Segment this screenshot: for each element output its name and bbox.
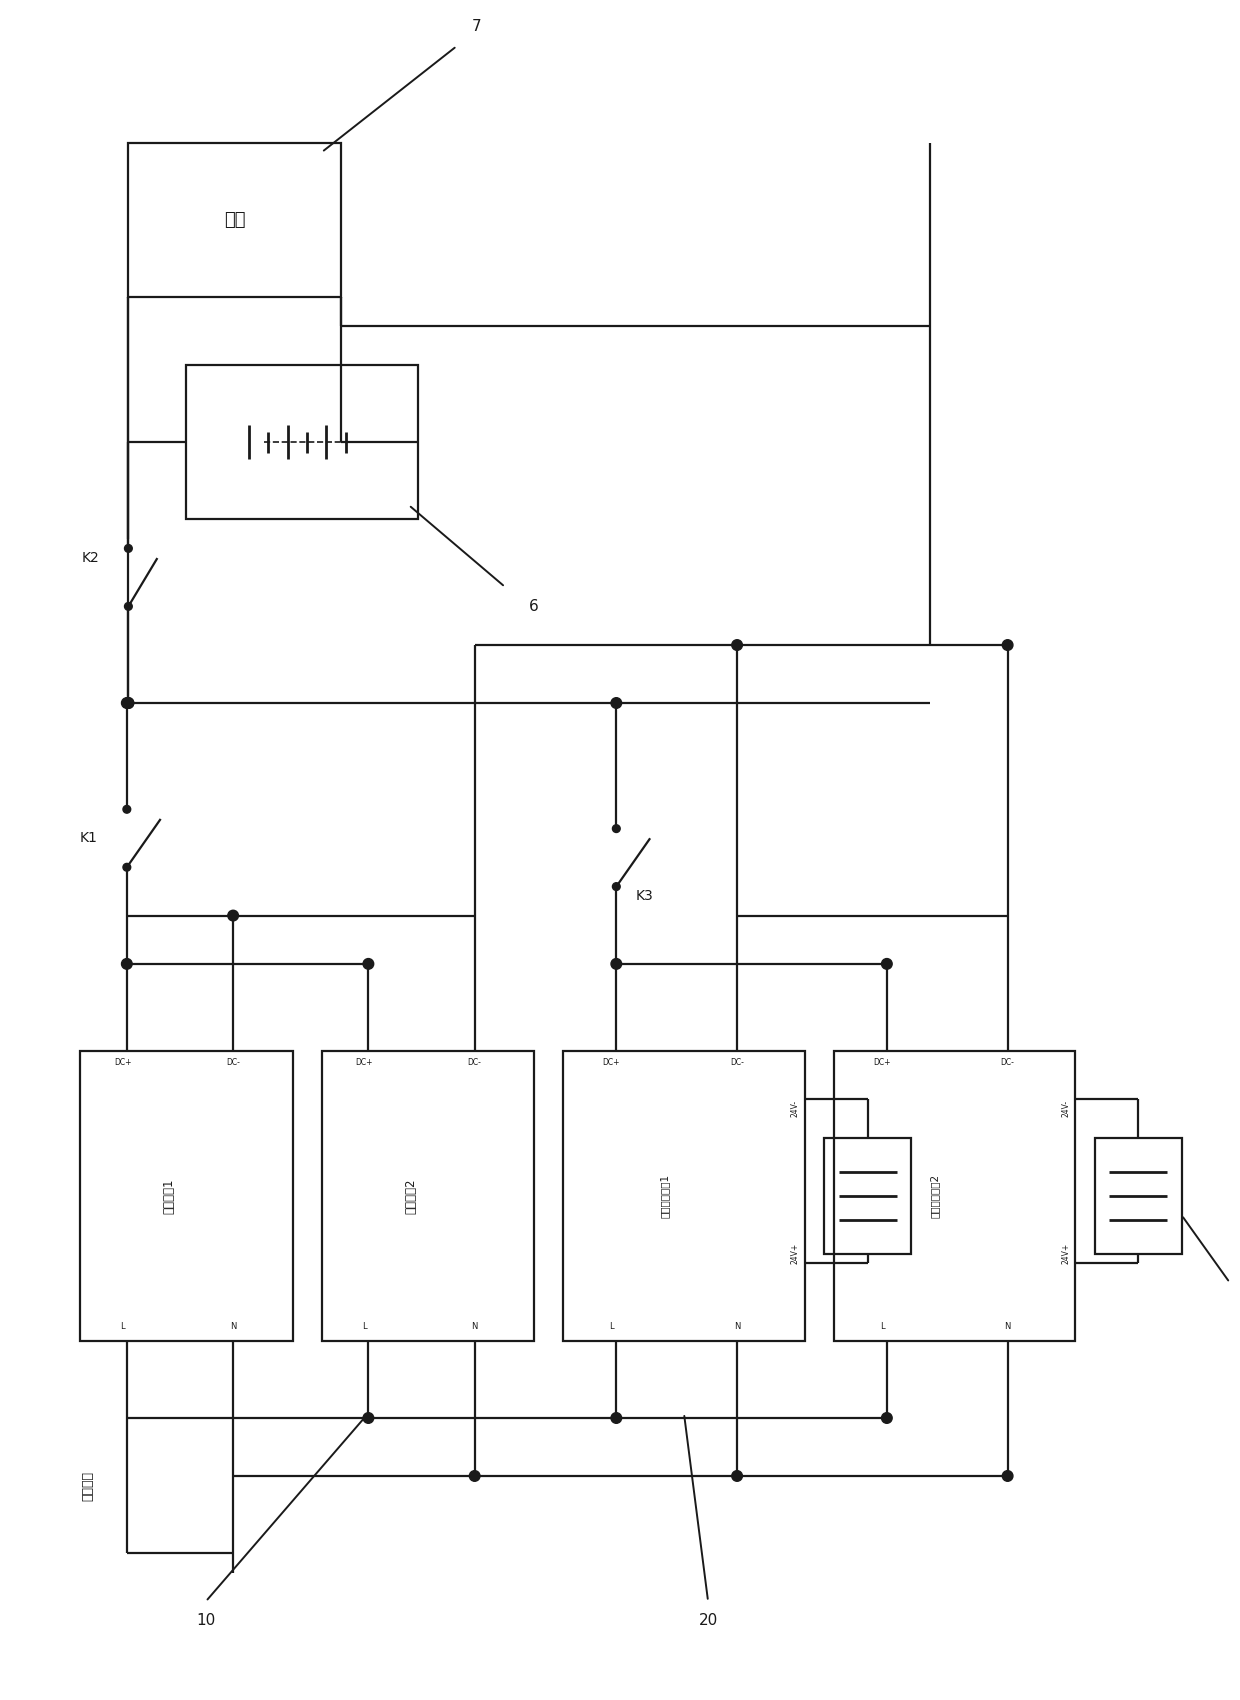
Circle shape: [613, 882, 620, 891]
Text: 交流输入: 交流输入: [82, 1470, 94, 1501]
Circle shape: [123, 806, 130, 813]
Text: 负载: 负载: [224, 211, 246, 230]
Circle shape: [1002, 639, 1013, 651]
Text: DC+: DC+: [114, 1057, 131, 1068]
Text: N: N: [734, 1321, 740, 1331]
Bar: [833, 1051, 1075, 1341]
Text: 20: 20: [698, 1613, 718, 1629]
Text: N: N: [229, 1321, 237, 1331]
Text: 10: 10: [196, 1613, 216, 1629]
Text: 现有模块2: 现有模块2: [404, 1178, 418, 1214]
Bar: [81, 1051, 293, 1341]
Bar: [825, 1137, 911, 1253]
Circle shape: [613, 824, 620, 833]
Text: N: N: [471, 1321, 477, 1331]
Text: 7: 7: [471, 19, 481, 34]
Text: K2: K2: [82, 551, 99, 564]
Text: 24V-: 24V-: [791, 1100, 800, 1117]
Circle shape: [122, 697, 133, 709]
Circle shape: [124, 544, 133, 552]
Circle shape: [732, 639, 743, 651]
Text: DC+: DC+: [603, 1057, 620, 1068]
Circle shape: [124, 602, 133, 610]
Circle shape: [882, 959, 892, 969]
Circle shape: [123, 864, 130, 870]
Text: 24V+: 24V+: [791, 1243, 800, 1265]
Circle shape: [732, 1470, 743, 1481]
Text: DC-: DC-: [730, 1057, 744, 1068]
Bar: [563, 1051, 805, 1341]
Bar: [186, 366, 418, 520]
Circle shape: [1002, 1470, 1013, 1481]
Text: 6: 6: [529, 598, 539, 614]
Bar: [321, 1051, 534, 1341]
Circle shape: [363, 1413, 373, 1423]
Circle shape: [611, 959, 621, 969]
Text: 并联充电模块1: 并联充电模块1: [660, 1173, 670, 1217]
Text: N: N: [1004, 1321, 1011, 1331]
Circle shape: [470, 1470, 480, 1481]
Circle shape: [123, 697, 134, 709]
Text: 并联充电模块2: 并联充电模块2: [930, 1173, 940, 1217]
Circle shape: [228, 910, 238, 921]
Text: 24V+: 24V+: [1061, 1243, 1070, 1265]
Circle shape: [363, 959, 373, 969]
Text: K3: K3: [636, 889, 653, 903]
Text: DC-: DC-: [1001, 1057, 1014, 1068]
Circle shape: [122, 959, 133, 969]
Text: L: L: [362, 1321, 367, 1331]
Circle shape: [611, 697, 621, 709]
Circle shape: [882, 1413, 892, 1423]
Circle shape: [123, 697, 134, 709]
Bar: [129, 143, 341, 298]
Text: 现有模块1: 现有模块1: [162, 1178, 176, 1214]
Circle shape: [611, 1413, 621, 1423]
Bar: [1095, 1137, 1182, 1253]
Text: DC+: DC+: [873, 1057, 890, 1068]
Text: L: L: [609, 1321, 614, 1331]
Text: K1: K1: [79, 831, 98, 845]
Text: L: L: [879, 1321, 884, 1331]
Text: 24V-: 24V-: [1061, 1100, 1070, 1117]
Text: L: L: [120, 1321, 125, 1331]
Text: DC-: DC-: [226, 1057, 241, 1068]
Text: DC-: DC-: [467, 1057, 481, 1068]
Text: DC+: DC+: [356, 1057, 373, 1068]
